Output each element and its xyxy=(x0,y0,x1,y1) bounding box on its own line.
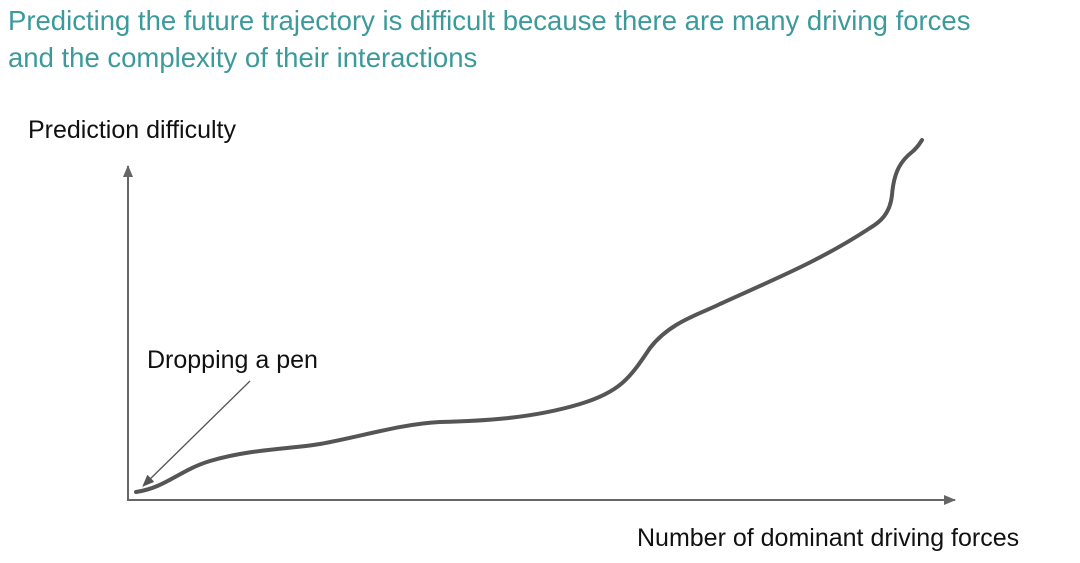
x-axis-label: Number of dominant driving forces xyxy=(637,524,1020,552)
title-line-1: Predicting the future trajectory is diff… xyxy=(8,5,971,36)
y-axis-label: Prediction difficulty xyxy=(28,116,236,144)
slide-title: Predicting the future trajectory is diff… xyxy=(8,2,1076,76)
title-line-2: and the complexity of their interactions xyxy=(8,42,478,73)
difficulty-curve xyxy=(134,138,924,494)
annotation-pointer xyxy=(142,380,251,487)
annotation-label: Dropping a pen xyxy=(147,346,318,374)
